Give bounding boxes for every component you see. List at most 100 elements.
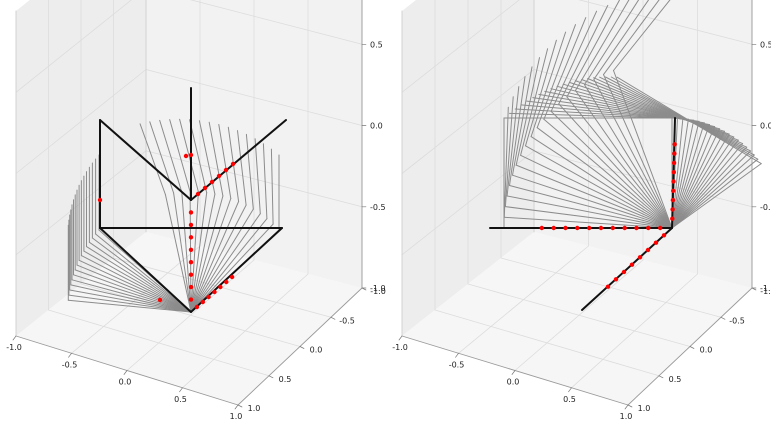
side-gridline <box>401 0 520 93</box>
x-tick <box>568 387 572 393</box>
frame-segment <box>67 299 192 313</box>
z-tick-label: -0.5 <box>370 203 386 212</box>
joint-point <box>224 279 229 285</box>
joint-point <box>188 247 194 252</box>
y-tick <box>361 287 367 291</box>
frame-segment <box>550 110 673 229</box>
right-3d-axes: -1.0 1.0 -1.0 -0.5 0.5 -0.5 0.0 0.0 0.0 0.5 -0.5 0.… <box>392 0 771 421</box>
back-gridline <box>145 69 363 126</box>
joint-point <box>672 151 677 156</box>
frame-segment <box>78 259 192 313</box>
frame-segment <box>190 218 268 313</box>
frame-segment <box>566 96 673 229</box>
x-tick-label: 1.0 <box>620 412 633 421</box>
joint-point <box>188 152 194 158</box>
y-tick <box>299 346 305 349</box>
frame-segment <box>550 10 598 112</box>
frame-segment <box>566 0 620 98</box>
y-tick <box>627 404 633 408</box>
frame-segment <box>593 78 673 229</box>
frame-segment <box>515 164 673 229</box>
y-tick <box>751 287 757 291</box>
joint-point <box>551 225 556 231</box>
x-tick <box>398 335 403 341</box>
frame-segment <box>587 78 744 145</box>
y-tick-label: -0.5 <box>729 316 745 325</box>
frame-segment <box>671 130 725 229</box>
frame-segment <box>70 284 192 313</box>
frame-segment <box>671 136 735 229</box>
floor-gridline <box>467 283 691 347</box>
frame-segment <box>613 0 671 71</box>
frame-segment <box>530 31 567 138</box>
frame-segment <box>543 118 673 229</box>
back-gridline <box>533 69 753 126</box>
pose-segment <box>99 227 192 313</box>
side-gridline <box>15 0 132 93</box>
frame-segment <box>593 0 650 80</box>
y-tick-label: 0.0 <box>310 346 323 355</box>
z-tick-label: 0.0 <box>370 122 383 131</box>
z-tick-label: 0.0 <box>760 122 771 131</box>
frame-segment <box>69 289 192 313</box>
joint-point <box>188 272 194 277</box>
y-tick-label: 0.5 <box>279 375 292 384</box>
frame-segment <box>581 79 739 141</box>
frame-segment <box>525 145 673 229</box>
frame-segment <box>603 0 660 76</box>
frame-segment <box>190 204 247 313</box>
joint-point <box>671 160 677 166</box>
frame-segment <box>671 150 752 229</box>
joint-point <box>661 233 667 238</box>
frame-segment <box>509 185 673 229</box>
frame-segment <box>173 192 192 313</box>
frame-segment <box>543 17 587 120</box>
frame-segment <box>671 158 759 229</box>
frame-segment <box>575 90 673 229</box>
joint-point <box>539 225 544 231</box>
x-tick <box>234 404 239 410</box>
frame-segment <box>181 191 192 313</box>
frame-segment <box>190 213 261 313</box>
frame-segment <box>86 246 192 313</box>
joint-point <box>563 225 568 231</box>
joint-point <box>622 225 627 231</box>
joint-point <box>672 142 677 147</box>
frame-segment <box>599 76 752 152</box>
z-tick-label: -1.0 <box>370 284 386 293</box>
floor-gridline <box>182 273 309 389</box>
side-gridline <box>401 69 535 174</box>
frame-segment <box>515 57 540 166</box>
joint-point <box>183 153 189 159</box>
frame-segment <box>270 148 274 225</box>
joint-point <box>200 299 205 305</box>
z-tick-label: -1.0 <box>760 284 771 293</box>
frame-segment <box>671 154 755 229</box>
frame-segment <box>509 76 526 186</box>
x-tick <box>179 387 183 393</box>
y-tick <box>720 316 726 320</box>
joint-point <box>188 260 194 265</box>
x-tick <box>624 404 629 410</box>
joint-point <box>629 262 635 267</box>
y-tick-label: -1.0 <box>370 287 386 296</box>
back-gridline <box>189 0 363 45</box>
frame-segment <box>603 74 673 229</box>
y-tick-label: -0.5 <box>339 316 355 325</box>
floor-gridline <box>571 273 698 389</box>
joint-point <box>671 188 676 193</box>
joint-point <box>670 207 675 212</box>
frame-segment <box>262 143 268 220</box>
frame-segment <box>159 119 183 193</box>
frame-segment <box>512 66 533 176</box>
frame-segment <box>671 128 721 229</box>
frame-segment <box>671 163 762 229</box>
frame-segment <box>237 130 247 206</box>
joint-point <box>671 179 676 184</box>
x-tick <box>68 352 72 358</box>
frame-segment <box>74 269 192 313</box>
joint-point <box>188 235 194 240</box>
joint-point <box>613 277 619 282</box>
floor-pane <box>402 232 752 405</box>
joint-point <box>670 197 676 203</box>
